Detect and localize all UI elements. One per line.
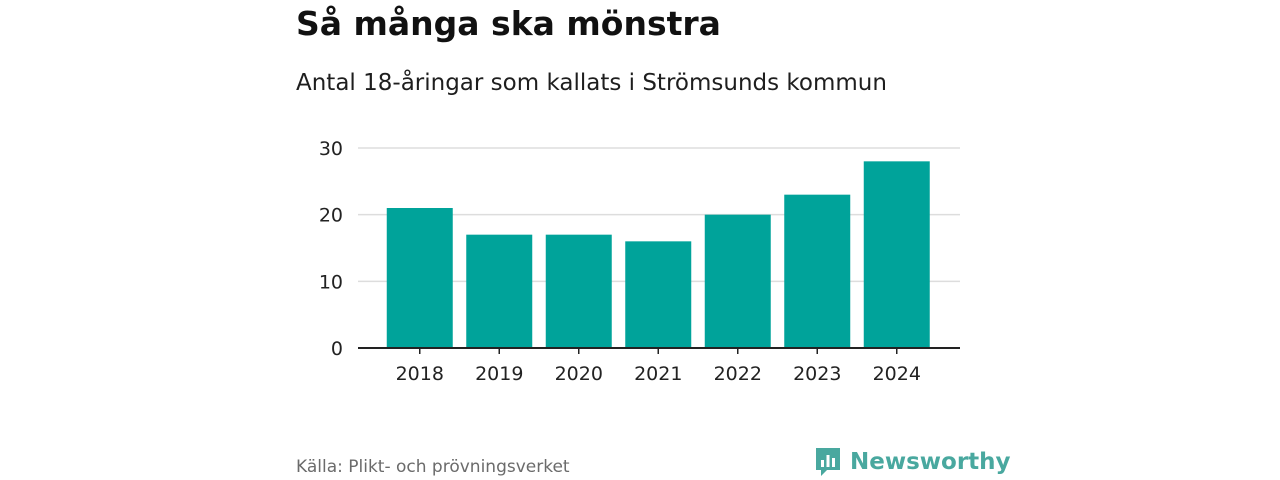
bar-chart-speech-bubble-icon <box>816 448 840 476</box>
brand-name: Newsworthy <box>850 449 1011 475</box>
x-tick-label: 2023 <box>793 363 841 385</box>
brand-logo[interactable]: Newsworthy <box>814 446 1011 478</box>
bar-2021[interactable] <box>625 241 692 348</box>
bar-2022[interactable] <box>704 214 771 348</box>
x-axis-ticks: 2018 2019 2020 2021 2022 2023 2024 <box>396 348 921 385</box>
x-tick-label: 2022 <box>714 363 762 385</box>
y-tick-label: 30 <box>319 138 343 160</box>
x-tick-label: 2020 <box>555 363 603 385</box>
bar-chart: 0 10 20 30 2018 2019 2020 2021 2022 2023 2024 <box>319 138 960 385</box>
bars <box>386 161 930 348</box>
y-tick-label: 0 <box>331 338 343 360</box>
bar-2018[interactable] <box>386 208 453 348</box>
y-tick-label: 20 <box>319 205 343 227</box>
bar-2023[interactable] <box>784 194 851 348</box>
y-axis-ticks: 0 10 20 30 <box>319 138 343 360</box>
chart-subtitle: Antal 18-åringar som kallats i Strömsund… <box>296 70 887 96</box>
x-tick-label: 2024 <box>873 363 921 385</box>
source-note: Källa: Plikt- och prövningsverket <box>296 457 570 477</box>
x-tick-label: 2018 <box>396 363 444 385</box>
x-tick-label: 2021 <box>634 363 682 385</box>
chart-title: Så många ska mönstra <box>296 4 721 43</box>
bar-2024[interactable] <box>863 161 930 348</box>
x-tick-label: 2019 <box>475 363 523 385</box>
bar-2019[interactable] <box>466 234 533 348</box>
y-tick-label: 10 <box>319 271 343 293</box>
bar-2020[interactable] <box>545 234 612 348</box>
